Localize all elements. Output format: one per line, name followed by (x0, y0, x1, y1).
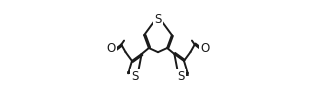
Text: S: S (131, 70, 139, 83)
Text: S: S (154, 13, 162, 26)
Text: O: O (200, 42, 209, 55)
Text: O: O (107, 42, 116, 55)
Text: S: S (177, 70, 185, 83)
